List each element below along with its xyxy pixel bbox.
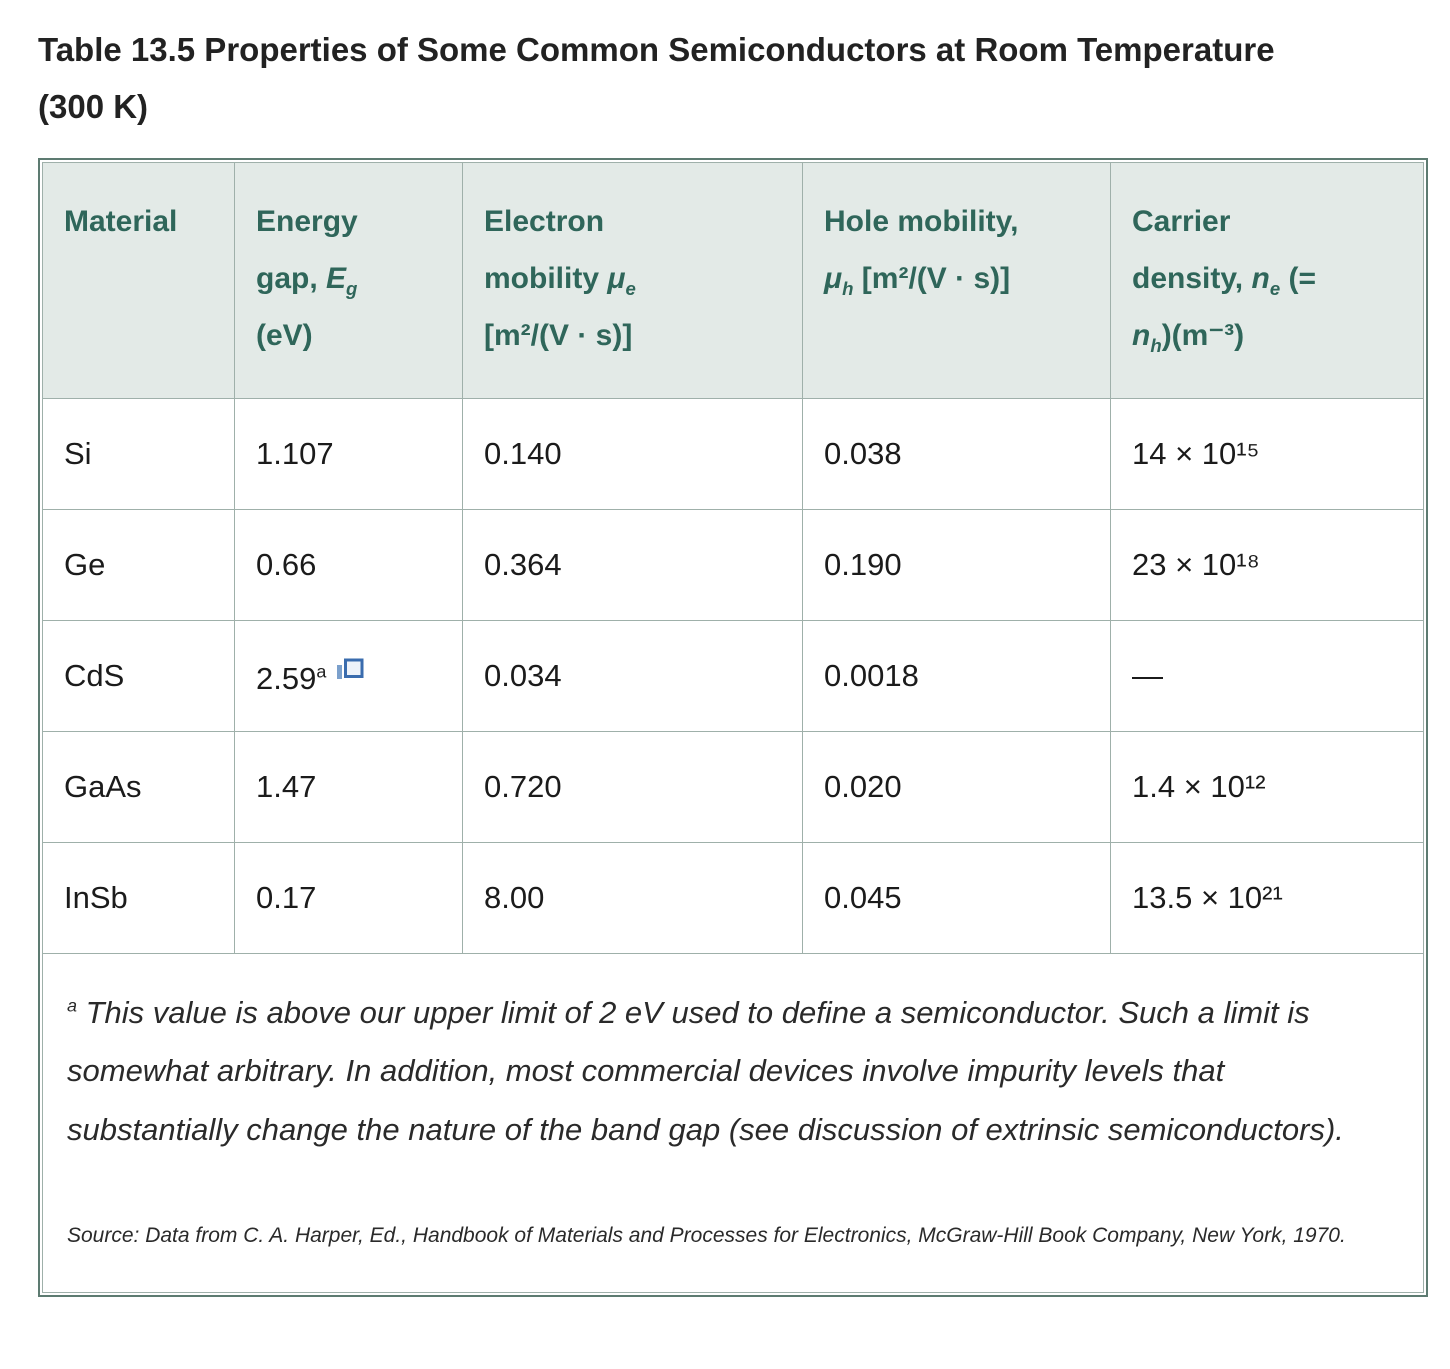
header-text-fragment: gap, bbox=[256, 261, 327, 295]
table-header: Material Energy gap, Eg (eV) Electron mo… bbox=[42, 161, 1424, 399]
cell-electron-mobility: 0.034 bbox=[462, 619, 803, 732]
cell-electron-mobility: 8.00 bbox=[462, 841, 803, 954]
col-header-energy-gap: Energy gap, Eg (eV) bbox=[234, 161, 463, 399]
table-body: Si 1.107 0.140 0.038 14 × 10¹⁵ Ge 0.66 0… bbox=[42, 397, 1424, 1294]
cell-material: InSb bbox=[42, 841, 235, 954]
cell-hole-mobility: 0.038 bbox=[802, 397, 1111, 510]
cell-carrier-density: 23 × 10¹⁸ bbox=[1110, 508, 1424, 621]
header-text-fragment: Carrier bbox=[1132, 204, 1231, 238]
header-text-fragment: (eV) bbox=[256, 318, 313, 352]
header-text-fragment: mobility μe bbox=[484, 250, 790, 307]
cell-carrier-density: 14 × 10¹⁵ bbox=[1110, 397, 1424, 510]
footnote-marker: a bbox=[67, 995, 77, 1016]
header-text-fragment: Hole mobility, bbox=[824, 204, 1019, 238]
header-text-fragment: [m²/(V · s)] bbox=[484, 318, 633, 352]
subscript-h: h bbox=[842, 277, 854, 299]
cell-carrier-density: — bbox=[1110, 619, 1424, 732]
col-header-material: Material bbox=[42, 161, 235, 399]
table-row-gaas: GaAs 1.47 0.720 0.020 1.4 × 10¹² bbox=[42, 730, 1424, 843]
header-text-fragment: density, bbox=[1132, 261, 1252, 295]
col-header-electron-mobility: Electron mobility μe [m²/(V · s)] bbox=[462, 161, 803, 399]
cell-hole-mobility: 0.045 bbox=[802, 841, 1111, 954]
header-text-fragment: density, ne (= bbox=[1132, 250, 1411, 307]
cell-carrier-density: 1.4 × 10¹² bbox=[1110, 730, 1424, 843]
cell-energy-gap: 1.107 bbox=[234, 397, 463, 510]
header-text-fragment: Energy bbox=[256, 204, 358, 238]
header-text-fragment: (= bbox=[1280, 261, 1317, 295]
table-frame: Material Energy gap, Eg (eV) Electron mo… bbox=[38, 157, 1428, 1298]
energy-gap-value: 2.59 bbox=[256, 660, 317, 696]
cell-material: CdS bbox=[42, 619, 235, 732]
table-row-insb: InSb 0.17 8.00 0.045 13.5 × 10²¹ bbox=[42, 841, 1424, 954]
header-text-fragment: mobility bbox=[484, 261, 608, 295]
cell-hole-mobility: 0.190 bbox=[802, 508, 1111, 621]
semiconductor-properties-table: Material Energy gap, Eg (eV) Electron mo… bbox=[42, 161, 1424, 1294]
table-row-cds: CdS 2.59a 0.034 0.0018 — bbox=[42, 619, 1424, 732]
symbol-mu: μ bbox=[607, 261, 626, 295]
cell-carrier-density: 13.5 × 10²¹ bbox=[1110, 841, 1424, 954]
symbol-mu: μ bbox=[824, 261, 843, 295]
footnote-body: This value is above our upper limit of 2… bbox=[67, 994, 1344, 1148]
col-header-carrier-density: Carrier density, ne (= nh)(m⁻³) bbox=[1110, 161, 1424, 399]
subscript-h: h bbox=[1150, 334, 1162, 356]
subscript-e: e bbox=[625, 277, 636, 299]
footnote-row: a This value is above our upper limit of… bbox=[42, 952, 1424, 1294]
header-text-fragment: Material bbox=[64, 204, 178, 238]
cell-material: Si bbox=[42, 397, 235, 510]
subscript-e: e bbox=[1269, 277, 1281, 299]
footnote-popup-icon[interactable] bbox=[335, 655, 365, 682]
symbol-n: n bbox=[1251, 261, 1270, 295]
cell-material: GaAs bbox=[42, 730, 235, 843]
cell-material: Ge bbox=[42, 508, 235, 621]
table-row-si: Si 1.107 0.140 0.038 14 × 10¹⁵ bbox=[42, 397, 1424, 510]
header-text-fragment: μh [m²/(V · s)] bbox=[824, 250, 1098, 307]
cell-energy-gap: 1.47 bbox=[234, 730, 463, 843]
cell-hole-mobility: 0.0018 bbox=[802, 619, 1111, 732]
header-text-fragment: )(m⁻³) bbox=[1161, 318, 1245, 352]
header-text-fragment: Electron bbox=[484, 204, 605, 238]
footnote-text: a This value is above our upper limit of… bbox=[67, 984, 1397, 1161]
source-note: Source: Data from C. A. Harper, Ed., Han… bbox=[67, 1224, 1346, 1248]
cell-electron-mobility: 0.720 bbox=[462, 730, 803, 843]
cell-hole-mobility: 0.020 bbox=[802, 730, 1111, 843]
cell-energy-gap: 0.66 bbox=[234, 508, 463, 621]
header-text-fragment: nh)(m⁻³) bbox=[1132, 307, 1411, 364]
header-text-fragment: [m²/(V · s)] bbox=[853, 261, 1011, 295]
symbol-E: E bbox=[326, 261, 347, 295]
cell-energy-gap: 0.17 bbox=[234, 841, 463, 954]
cell-electron-mobility: 0.364 bbox=[462, 508, 803, 621]
footnote-cell: a This value is above our upper limit of… bbox=[42, 952, 1424, 1294]
popup-window-icon bbox=[337, 658, 364, 679]
document-page: Table 13.5 Properties of Some Common Sem… bbox=[38, 31, 1428, 1298]
header-text-fragment: gap, Eg bbox=[256, 250, 450, 307]
symbol-n: n bbox=[1132, 318, 1151, 352]
footnote-marker-ref: a bbox=[316, 661, 327, 682]
header-row: Material Energy gap, Eg (eV) Electron mo… bbox=[42, 161, 1424, 399]
table-row-ge: Ge 0.66 0.364 0.190 23 × 10¹⁸ bbox=[42, 508, 1424, 621]
page-title: Table 13.5 Properties of Some Common Sem… bbox=[38, 31, 1275, 125]
cell-electron-mobility: 0.140 bbox=[462, 397, 803, 510]
cell-energy-gap: 2.59a bbox=[234, 619, 463, 732]
subscript-g: g bbox=[346, 277, 358, 299]
col-header-hole-mobility: Hole mobility, μh [m²/(V · s)] bbox=[802, 161, 1111, 399]
